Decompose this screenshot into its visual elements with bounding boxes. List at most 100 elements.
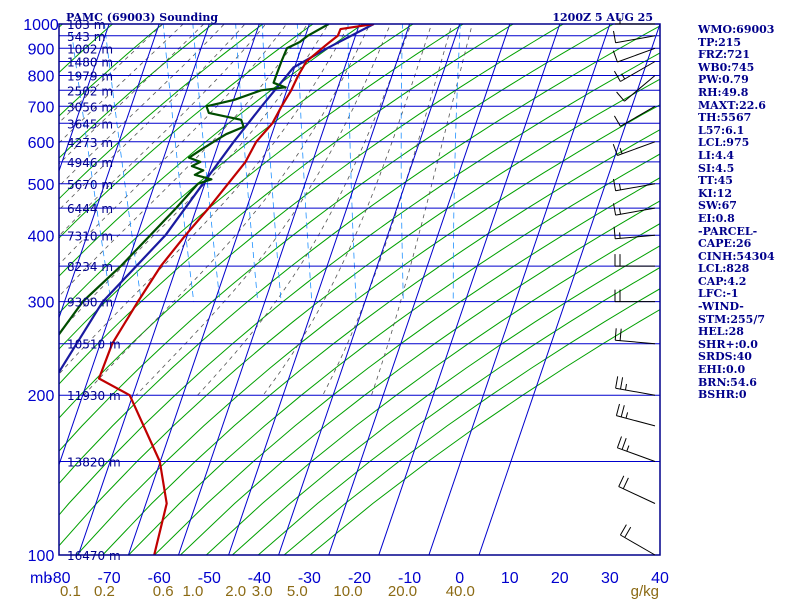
wind-barb (614, 254, 655, 267)
isotherm (59, 24, 210, 467)
dry-adiabat (205, 223, 660, 555)
pressure-label: 500 (28, 177, 55, 194)
isotherm (378, 24, 561, 555)
chart-title: PAMC (69003) Sounding (66, 11, 218, 24)
mixing-ratio-line (261, 24, 282, 302)
moist-adiabat (59, 24, 184, 144)
dry-adiabat (231, 245, 660, 555)
mixing-ratio-line (162, 24, 195, 302)
index-item: WMO:69003 (698, 23, 775, 36)
mixing-ratio-label: 3.0 (252, 583, 273, 600)
wind-barb (618, 475, 656, 504)
pressure-label: 600 (28, 135, 55, 152)
height-label: 2502 m (67, 84, 113, 98)
plot-frame (58, 23, 661, 556)
height-label: 4946 m (67, 156, 113, 170)
dewpoint-trace (59, 24, 330, 337)
isotherm (178, 24, 360, 555)
dry-adiabat (59, 24, 164, 117)
index-item: FRZ:721 (698, 48, 751, 62)
index-item: RH:49.8 (698, 85, 749, 99)
moist-adiabat (262, 24, 432, 396)
temperature-label: 10 (501, 570, 519, 587)
index-item: TT:45 (698, 174, 733, 188)
index-item: -WIND- (698, 300, 744, 314)
index-item: BRN:54.6 (698, 375, 757, 389)
isotherm (59, 24, 160, 320)
x-axis-unit: mb (30, 570, 52, 587)
height-label: 7310 m (67, 229, 113, 243)
wind-barb (613, 178, 656, 192)
height-label: 5670 m (67, 178, 113, 192)
pressure-label: 700 (28, 99, 55, 116)
height-label: 1480 m (67, 56, 113, 70)
index-item: EHI:0.0 (698, 363, 746, 377)
moist-adiabat (59, 24, 164, 124)
wind-barb (613, 203, 656, 216)
height-label: 11930 m (67, 389, 121, 403)
height-label: 4273 m (67, 136, 113, 150)
stability-index-list: WMO:69003 TP:215 FRZ:721 WB0:745 PW:0.79 RH:4… (698, 23, 798, 402)
index-item: -PARCEL- (698, 224, 758, 238)
mixing-ratio-line (347, 24, 357, 302)
mixing-ratio-label: 0.1 (60, 583, 81, 600)
wind-barb (615, 18, 655, 25)
temperature-label: -10 (398, 570, 421, 587)
temperature-label: -70 (98, 570, 121, 587)
temperature-label: 0 (455, 570, 464, 587)
wind-barb (613, 30, 656, 44)
height-label: 16470 m (67, 549, 121, 563)
mixing-ratio-line (192, 24, 221, 302)
wind-barb (615, 376, 656, 396)
height-label: 8234 m (67, 260, 113, 274)
dry-adiabat (59, 24, 314, 239)
dry-adiabat (59, 24, 515, 385)
wind-barb (612, 141, 656, 156)
index-item: HEL:28 (698, 325, 744, 339)
wind-barb (613, 105, 656, 127)
mixing-ratio-line (69, 24, 112, 302)
dry-adiabat (59, 24, 465, 350)
dry-adiabat (59, 52, 660, 516)
wind-barb (613, 61, 656, 82)
height-label: 543 m (67, 30, 105, 44)
moist-adiabat (197, 24, 412, 396)
dry-adiabat (59, 24, 114, 74)
index-item: KI:12 (698, 186, 733, 200)
dry-adiabat (59, 24, 64, 28)
index-item: LFC:-1 (698, 287, 739, 301)
dry-adiabat (59, 24, 565, 419)
mixing-ratio-line (296, 24, 313, 302)
moist-adiabat (59, 24, 246, 211)
mixing-unit-label: g/kg (631, 583, 659, 600)
temperature-label: -50 (198, 570, 221, 587)
height-label: 3056 m (67, 100, 113, 114)
temperature-label: 40 (651, 570, 669, 587)
dry-adiabat (59, 24, 264, 200)
mixing-ratio-line (452, 24, 461, 302)
dry-adiabat (59, 24, 364, 277)
dry-adiabat (59, 24, 214, 159)
mixing-ratio-label: 1.0 (182, 583, 203, 600)
index-item: BSHR:0 (698, 388, 747, 402)
moist-adiabat (59, 24, 267, 237)
height-label: 3645 m (67, 117, 113, 131)
dry-adiabat (128, 153, 660, 555)
index-item: SI:4.5 (698, 161, 735, 175)
mixing-ratio-line (235, 24, 259, 302)
wind-barb (614, 289, 655, 303)
temperature-label: -80 (47, 570, 70, 587)
sounding-profiles (59, 24, 375, 555)
isotherm (428, 24, 611, 555)
index-item: CAP:4.2 (698, 274, 747, 288)
wind-barb (616, 75, 656, 102)
temperature-label: -60 (148, 570, 171, 587)
temperature-label: 20 (551, 570, 569, 587)
height-label: 103 m (67, 18, 105, 32)
moist-adiabat (59, 24, 225, 187)
dry-adiabat (283, 288, 660, 555)
isotherm (77, 24, 260, 555)
height-label: 13820 m (67, 456, 121, 470)
pressure-label: 1000 (23, 17, 59, 34)
dry-adiabat (0, 13, 24, 555)
